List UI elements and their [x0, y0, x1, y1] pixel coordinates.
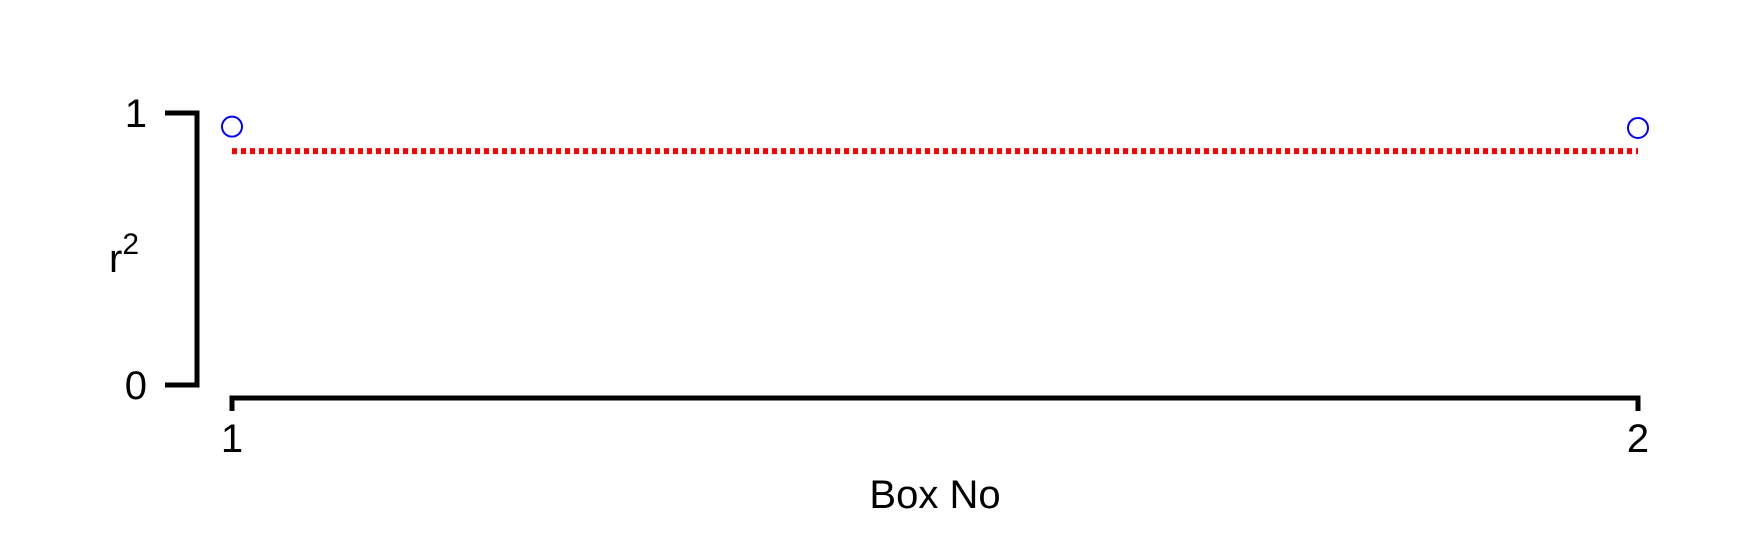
data-point: [221, 115, 243, 138]
x-tick-label: 1: [221, 417, 243, 461]
y-axis-title: r2: [109, 228, 139, 281]
y-axis-ticks: 01: [125, 92, 200, 408]
data-point: [1627, 116, 1649, 139]
x-tick-label: 2: [1627, 417, 1649, 461]
y-axis-title-superscript: 2: [122, 228, 139, 261]
series-layer: [221, 115, 1649, 155]
y-tick-label: 1: [125, 92, 147, 136]
y-tick-label: 0: [125, 364, 147, 408]
x-axis-title: Box No: [869, 473, 1000, 517]
y-axis-title-base: r: [109, 237, 122, 281]
